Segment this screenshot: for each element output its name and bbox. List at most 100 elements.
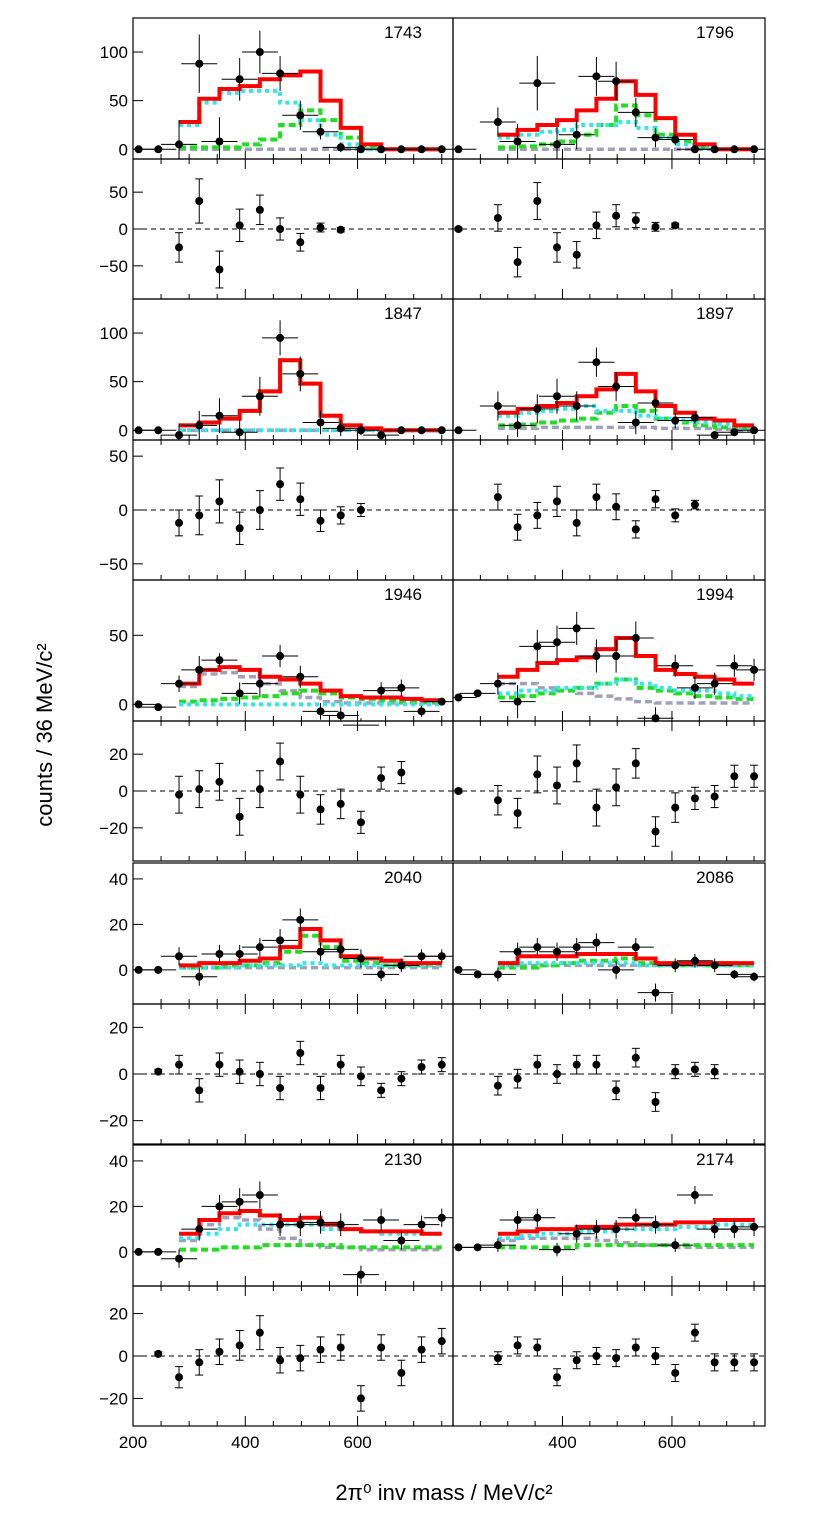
row-5-panel-1-point-4 <box>215 1202 224 1211</box>
row-1-panel-1-residual-point-0 <box>175 243 184 252</box>
row-5-panel-1-fit-ytick-label-0: 0 <box>119 1243 128 1262</box>
row-1-panel-1-energy-label: 1743 <box>384 23 422 42</box>
row-3-panel-1-point-15 <box>437 697 446 706</box>
row-1-panel-1-point-12 <box>377 145 386 154</box>
row-5-panel-2-point-11 <box>671 1241 680 1250</box>
row-1-panel-1-res-ytick-label-1: 0 <box>119 220 128 239</box>
row-4-panel-2-residual-point-4 <box>572 1060 581 1069</box>
row-3-panel-1-residual-point-4 <box>255 785 264 794</box>
row-5-panel-2-xtick-label-2: 600 <box>658 1433 686 1452</box>
row-2-panel-1-residual-point-3 <box>235 524 244 533</box>
row-1-panel-1-point-6 <box>255 48 264 57</box>
row-2-panel-1-residual-point-1 <box>195 511 204 520</box>
row-4-panel-1-residual-point-7 <box>296 1049 305 1057</box>
row-1-panel-2-energy-label: 1796 <box>696 23 734 42</box>
row-3-panel-2-point-0 <box>454 693 463 702</box>
row-2-panel-2-point-13 <box>730 428 739 437</box>
row-4-panel-1-point-15 <box>437 952 446 961</box>
row-2-panel-2-residual-point-9 <box>671 511 680 520</box>
row-3-panel-2-residual-point-4 <box>553 781 561 790</box>
row-1-panel-2-point-12 <box>710 145 719 154</box>
row-5-panel-1-point-13 <box>397 1236 406 1245</box>
row-4-panel-1-residual-point-6 <box>276 1084 285 1092</box>
row-2-panel-1-point-6 <box>255 392 264 401</box>
row-3-panel-2-point-12 <box>690 683 699 692</box>
row-5-panel-2-gray-component <box>497 1236 755 1250</box>
row-5-panel-1-point-9 <box>316 1218 325 1227</box>
row-1-panel-2-point-3 <box>533 79 542 88</box>
row-1-panel-2-residual-point-4 <box>553 243 561 252</box>
row-2-panel-1-res-ytick-label-1: 0 <box>119 501 128 520</box>
row-2-panel-1-point-4 <box>215 411 224 420</box>
row-3-panel-2-green-component <box>497 677 755 701</box>
row-1-panel-2-residual-point-2 <box>513 258 522 267</box>
row-2-panel-1-fit-ytick-label-1: 50 <box>109 373 128 392</box>
row-1-panel-2-point-5 <box>572 130 581 139</box>
row-1-panel-1-residual-point-4 <box>255 205 264 214</box>
row-1-panel-2-point-13 <box>730 145 739 154</box>
row-3-panel-1-fit-ytick-label-0: 0 <box>119 695 128 714</box>
row-1-panel-2-point-14 <box>750 145 759 154</box>
row-2-panel-2-point-5 <box>572 401 581 410</box>
row-4-panel-2-point-12 <box>690 956 699 965</box>
row-3-panel-1-energy-label: 1946 <box>384 585 422 604</box>
row-2-panel-2-energy-label: 1897 <box>696 304 734 323</box>
row-3-panel-2-residual-point-11 <box>690 794 699 803</box>
row-1-panel-1-fit-ytick-label-0: 0 <box>119 140 128 159</box>
row-3-panel-2-point-6 <box>572 624 581 633</box>
row-2-panel-1-residual-point-5 <box>276 480 285 489</box>
row-5-panel-2-residual-point-7 <box>631 1343 640 1352</box>
row-4-panel-2-residual-point-1 <box>513 1074 522 1083</box>
row-2-panel-2-residual-point-1 <box>513 523 522 532</box>
row-4-panel-1-residual-point-1 <box>175 1060 184 1069</box>
row-2-panel-1-point-14 <box>417 426 426 435</box>
row-3-panel-1-point-12 <box>377 686 386 695</box>
row-2-panel-2-point-4 <box>553 392 561 401</box>
row-4-panel-1-residual-point-2 <box>195 1086 204 1095</box>
row-1-panel-1-point-11 <box>356 145 365 154</box>
row-5-panel-1-residual-point-5 <box>255 1328 264 1337</box>
row-4-panel-2-point-5 <box>553 947 561 956</box>
row-2-panel-2-point-3 <box>533 404 542 413</box>
row-3-panel-1-residual-point-11 <box>397 768 406 777</box>
row-2-panel-1-point-13 <box>397 426 406 435</box>
row-3-panel-1-point-5 <box>235 689 244 698</box>
row-5-panel-1-res-ytick-label-2: 20 <box>109 1305 128 1324</box>
row-5-panel-1-xtick-label-0: 200 <box>119 1433 147 1452</box>
row-4-panel-1-energy-label: 2040 <box>384 868 422 887</box>
row-1-panel-1-point-7 <box>276 69 285 78</box>
row-1-panel-2-point-9 <box>651 133 660 142</box>
row-5-panel-1-residual-point-7 <box>296 1354 305 1363</box>
row-4-panel-1-point-10 <box>336 945 345 954</box>
row-4-panel-2-point-7 <box>592 938 601 947</box>
row-2-panel-2-residual-point-4 <box>572 518 581 527</box>
row-5-panel-2-point-10 <box>651 1220 660 1229</box>
row-2-panel-1-res-ytick-label-0: −50 <box>99 555 128 574</box>
row-3-panel-2-residual-point-5 <box>572 759 581 768</box>
row-2-panel-1-total-fit <box>179 358 442 433</box>
row-5-panel-2-point-8 <box>612 1225 621 1234</box>
row-2-panel-2-point-10 <box>671 416 680 425</box>
row-4-panel-2-residual-point-2 <box>533 1060 542 1069</box>
row-2-panel-1-point-7 <box>276 333 285 342</box>
row-2-panel-2-residual-point-5 <box>592 493 601 502</box>
row-3-panel-1-residual-point-9 <box>356 818 365 827</box>
row-2-panel-2-residual-point-0 <box>493 493 502 502</box>
row-2-panel-2-point-11 <box>690 413 699 422</box>
row-1-panel-1-residual-point-2 <box>215 265 224 274</box>
row-4-panel-2-residual-point-8 <box>651 1098 660 1106</box>
row-5-panel-2-residual-point-5 <box>592 1352 601 1360</box>
row-4-panel-1-residual-point-13 <box>417 1063 426 1071</box>
row-2-panel-1-residual-point-4 <box>255 506 264 514</box>
row-3-panel-2-point-7 <box>592 652 601 661</box>
row-5-panel-1-point-0 <box>134 1247 143 1256</box>
row-5-panel-1-xtick-label-2: 600 <box>343 1433 371 1452</box>
row-3-panel-2-residual-point-0 <box>454 787 463 795</box>
row-4-panel-2-point-2 <box>493 970 502 979</box>
row-5-panel-1-group: 0 20 40 −20 0 20 2130 200 400 600 <box>99 1144 454 1452</box>
row-1-panel-1-point-9 <box>316 127 325 136</box>
row-1-panel-1-point-3 <box>195 59 204 68</box>
row-1-panel-2-point-2 <box>513 137 522 146</box>
row-3-panel-1-residual-point-8 <box>336 799 345 808</box>
row-3-panel-1-point-13 <box>397 683 406 692</box>
